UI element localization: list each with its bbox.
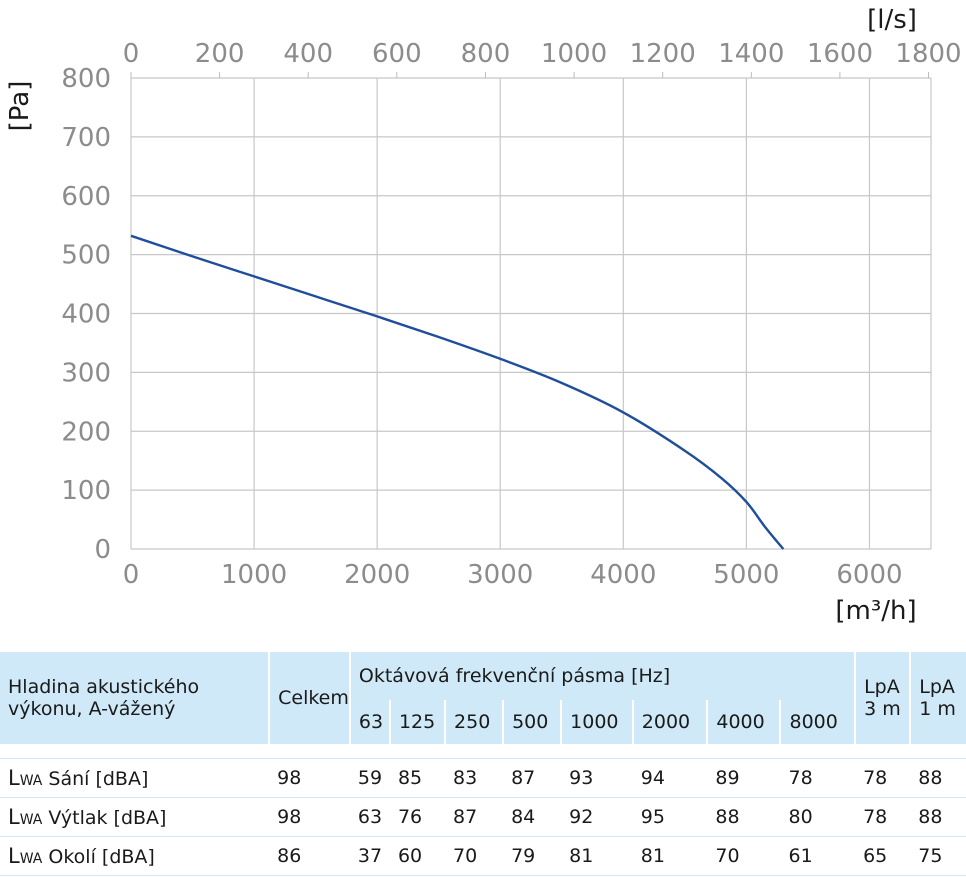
table-cell: 87 bbox=[503, 758, 562, 798]
table-cell: 60 bbox=[389, 836, 446, 876]
chart-grid bbox=[130, 72, 932, 550]
band-header-row: 63 125 250 500 1000 2000 4000 8000 bbox=[0, 700, 966, 744]
table-cell: 80 bbox=[780, 797, 856, 837]
table-cell: 70 bbox=[707, 836, 781, 876]
y-tick-label: 100 bbox=[61, 476, 111, 506]
table-row: LWA Výtlak [dBA] 98 63 76 87 84 92 95 88 80 78 88 bbox=[0, 797, 966, 837]
table-cell: 85 bbox=[389, 758, 446, 798]
band-header-125: 125 bbox=[388, 700, 446, 744]
x-tick-label: 6000 bbox=[836, 560, 902, 590]
x2-tick-label: 1800 bbox=[895, 39, 961, 69]
table-cell: 88 bbox=[910, 797, 966, 837]
x2-tick-label: 400 bbox=[283, 39, 333, 69]
table-cell: 83 bbox=[445, 758, 504, 798]
x-tick-label: 2000 bbox=[344, 560, 410, 590]
header-label: Hladina akustického výkonu, A-vážený bbox=[0, 652, 270, 744]
table-cell: 79 bbox=[503, 836, 562, 876]
series-line bbox=[130, 234, 785, 550]
x-tick-label: 1000 bbox=[221, 560, 287, 590]
x2-tick-label: 1400 bbox=[718, 39, 784, 69]
table-cell: 84 bbox=[503, 797, 562, 837]
table-cell: 98 bbox=[269, 797, 350, 837]
x-axis-ticks: 0 1000 2000 3000 4000 5000 6000 bbox=[123, 560, 903, 590]
row-label: LWA Sání [dBA] bbox=[0, 758, 270, 798]
y-tick-label: 800 bbox=[61, 64, 111, 94]
table-cell: 37 bbox=[349, 836, 390, 876]
x2-tick-label: 600 bbox=[372, 39, 422, 69]
table-cell: 93 bbox=[561, 758, 633, 798]
band-header-1000: 1000 bbox=[560, 700, 633, 744]
x-tick-label: 0 bbox=[123, 560, 140, 590]
table-cell: 76 bbox=[389, 797, 446, 837]
x2-tick-label: 1200 bbox=[630, 39, 696, 69]
table-cell: 92 bbox=[561, 797, 633, 837]
x2-axis-label: [l/s] bbox=[867, 5, 917, 35]
table-cell: 78 bbox=[855, 758, 911, 798]
x2-tick-label: 0 bbox=[123, 39, 140, 69]
y-axis-ticks: 0 100 200 300 400 500 600 700 800 bbox=[61, 64, 111, 565]
acoustic-table: Hladina akustického výkonu, A-vážený Cel… bbox=[0, 652, 966, 876]
header-lpa3: LpA 3 m bbox=[854, 652, 911, 744]
table-cell: 98 bbox=[269, 758, 350, 798]
x2-axis-ticks: 0 200 400 600 800 1000 1200 1400 1600 1800 bbox=[123, 39, 962, 69]
x2-tick-label: 200 bbox=[195, 39, 245, 69]
x-tick-label: 3000 bbox=[467, 560, 533, 590]
table-cell: 81 bbox=[632, 836, 708, 876]
header-octave-title: Oktávová frekvenční pásma [Hz] bbox=[348, 652, 856, 700]
x2-tick-label: 1000 bbox=[541, 39, 607, 69]
x-tick-label: 4000 bbox=[590, 560, 656, 590]
table-row: LWA Sání [dBA] 98 59 85 83 87 93 94 89 78 78 88 bbox=[0, 758, 966, 798]
performance-curve bbox=[130, 234, 785, 550]
table-cell: 63 bbox=[349, 797, 390, 837]
table-row: LWA Okolí [dBA] 86 37 60 70 79 81 81 70 61 65 75 bbox=[0, 836, 966, 876]
table-cell: 88 bbox=[910, 758, 966, 798]
table-cell: 87 bbox=[445, 797, 504, 837]
table-cell: 65 bbox=[855, 836, 911, 876]
y-axis-label: [Pa] bbox=[5, 81, 35, 132]
band-header-8000: 8000 bbox=[779, 700, 856, 744]
y-tick-label: 300 bbox=[61, 358, 111, 388]
table-cell: 86 bbox=[269, 836, 350, 876]
header-celkem: Celkem bbox=[268, 652, 350, 744]
row-label: LWA Výtlak [dBA] bbox=[0, 797, 270, 837]
band-header-63: 63 bbox=[348, 700, 390, 744]
table-cell: 81 bbox=[561, 836, 633, 876]
y-tick-label: 200 bbox=[61, 417, 111, 447]
band-header-500: 500 bbox=[502, 700, 562, 744]
table-cell: 94 bbox=[632, 758, 708, 798]
y-tick-label: 700 bbox=[61, 123, 111, 153]
table-cell: 95 bbox=[632, 797, 708, 837]
y-tick-label: 500 bbox=[61, 241, 111, 271]
table-cell: 75 bbox=[910, 836, 966, 876]
table-cell: 78 bbox=[780, 758, 856, 798]
table-cell: 70 bbox=[445, 836, 504, 876]
x-axis-label: [m³/h] bbox=[835, 596, 916, 626]
table-cell: 88 bbox=[707, 797, 781, 837]
table-cell: 89 bbox=[707, 758, 781, 798]
table-cell: 61 bbox=[780, 836, 856, 876]
y-tick-label: 400 bbox=[61, 300, 111, 330]
band-header-2000: 2000 bbox=[631, 700, 708, 744]
y-tick-label: 0 bbox=[94, 535, 111, 565]
x2-tick-label: 800 bbox=[461, 39, 511, 69]
fan-performance-chart: 0 1000 2000 3000 4000 5000 6000 0 200 400 600 800 1… bbox=[5, 5, 962, 626]
header-lpa1: LpA 1 m bbox=[909, 652, 966, 744]
table-cell: 78 bbox=[855, 797, 911, 837]
x2-tick-label: 1600 bbox=[807, 39, 873, 69]
band-header-4000: 4000 bbox=[706, 700, 781, 744]
row-label: LWA Okolí [dBA] bbox=[0, 836, 270, 876]
y-tick-label: 600 bbox=[61, 182, 111, 212]
table-cell: 59 bbox=[349, 758, 390, 798]
x-tick-label: 5000 bbox=[713, 560, 779, 590]
band-header-250: 250 bbox=[444, 700, 504, 744]
